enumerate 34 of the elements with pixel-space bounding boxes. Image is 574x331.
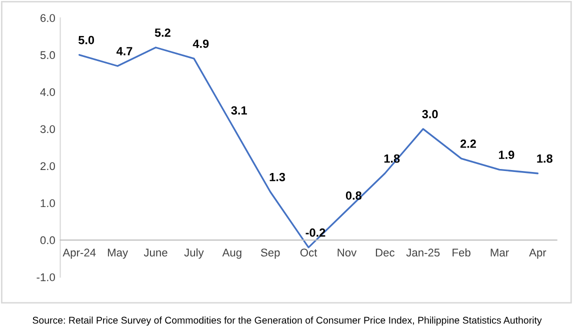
y-tick-label: 2.0 bbox=[40, 162, 55, 170]
source-note: Source: Retail Price Survey of Commodities for the Generation of Consumer Price Index, Philippine Statistics Authority bbox=[32, 316, 542, 326]
y-tick-label: 1.0 bbox=[40, 199, 55, 208]
text: 3.1 bbox=[231, 106, 247, 115]
x-tick-label: July bbox=[184, 248, 204, 259]
x-tick-label: Jan-25 bbox=[406, 248, 440, 257]
text: 4.9 bbox=[192, 40, 209, 48]
x-tick-label: Feb bbox=[452, 248, 470, 257]
x-tick-label: June bbox=[144, 248, 168, 257]
x-tick-label: Aug bbox=[222, 248, 242, 259]
y-tick-label: 4.0 bbox=[40, 88, 55, 96]
line-series bbox=[78, 46, 539, 248]
text: 4.7 bbox=[116, 47, 132, 56]
x-tick-label: Oct bbox=[300, 248, 318, 257]
text: 1.9 bbox=[498, 150, 514, 160]
x-tick-label: Apr bbox=[529, 248, 546, 259]
text: 5.2 bbox=[154, 28, 170, 37]
y-tick-label: 3.0 bbox=[40, 125, 55, 134]
x-tick-label: Mar bbox=[490, 248, 509, 257]
text: 2.2 bbox=[460, 140, 476, 148]
y-tick-label: 0.0 bbox=[40, 236, 55, 244]
text: 5.0 bbox=[78, 36, 94, 44]
y-tick-label: 6.0 bbox=[40, 14, 55, 22]
y-tick-label: -1.0 bbox=[36, 273, 55, 282]
x-tick-label: Nov bbox=[338, 248, 357, 257]
text: 1.3 bbox=[270, 172, 286, 182]
text: 1.8 bbox=[537, 154, 552, 163]
x-tick-label: May bbox=[108, 248, 128, 259]
y-tick-label: 5.0 bbox=[40, 51, 55, 60]
x-tick-label: Apr-24 bbox=[62, 248, 96, 259]
text: 0.8 bbox=[346, 191, 362, 200]
text: 3.0 bbox=[422, 110, 438, 118]
x-tick-label: Dec bbox=[376, 248, 394, 257]
x-tick-label: Sep bbox=[260, 248, 280, 259]
